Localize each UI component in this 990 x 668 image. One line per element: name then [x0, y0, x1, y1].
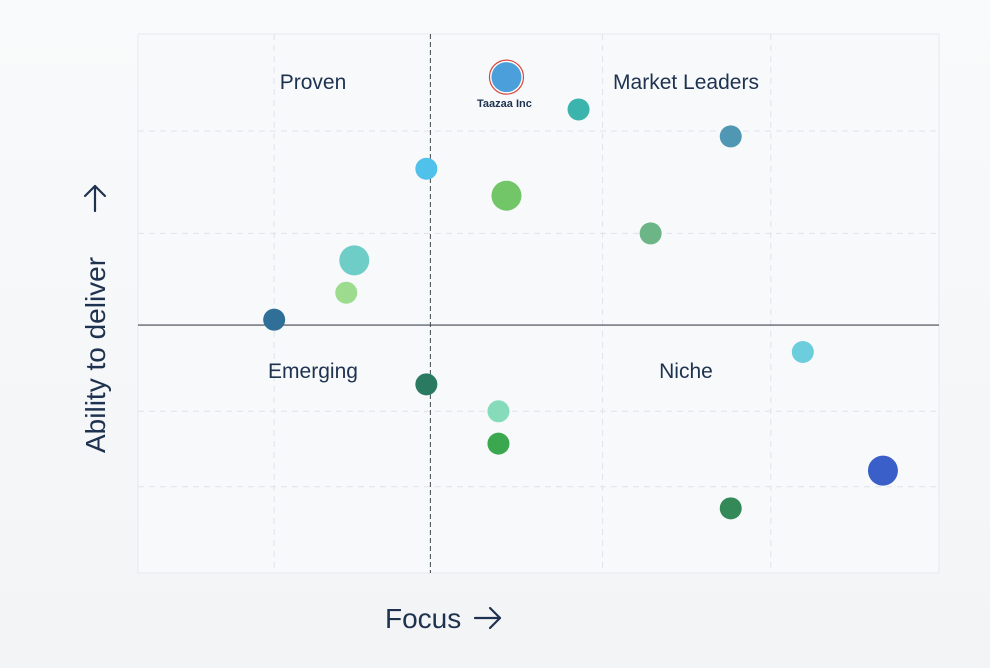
data-point-marker[interactable] — [639, 222, 662, 245]
data-point-marker[interactable] — [487, 432, 510, 455]
data-point-marker[interactable] — [415, 157, 438, 180]
y-axis-title: Ability to deliver — [80, 184, 111, 453]
plot-area — [137, 33, 940, 574]
data-point[interactable] — [567, 98, 590, 121]
data-point-marker[interactable] — [719, 497, 742, 520]
data-point-marker[interactable] — [491, 62, 522, 93]
data-point-highlighted[interactable]: Taazaa Inc — [477, 59, 532, 110]
data-point[interactable] — [487, 432, 510, 455]
data-point-marker[interactable] — [339, 245, 370, 276]
y-axis-label: Ability to deliver — [80, 257, 111, 453]
data-point[interactable] — [867, 455, 898, 486]
quadrant-label-market-leaders: Market Leaders — [613, 71, 759, 94]
data-point-marker[interactable] — [867, 455, 898, 486]
data-point[interactable] — [335, 281, 358, 304]
data-point-marker[interactable] — [415, 373, 438, 396]
data-point-marker[interactable] — [791, 341, 814, 364]
data-point-marker[interactable] — [263, 308, 286, 331]
data-point-marker[interactable] — [487, 400, 510, 423]
data-points: Taazaa Inc — [263, 59, 898, 520]
data-point[interactable] — [487, 400, 510, 423]
quadrant-label-emerging: Emerging — [268, 360, 358, 383]
data-point-marker[interactable] — [335, 281, 358, 304]
data-point[interactable] — [339, 245, 370, 276]
data-point[interactable] — [263, 308, 286, 331]
data-point[interactable] — [491, 180, 522, 211]
data-point-marker[interactable] — [491, 180, 522, 211]
data-point[interactable] — [719, 125, 742, 148]
quadrant-label-proven: Proven — [280, 71, 347, 94]
data-point-marker[interactable] — [719, 125, 742, 148]
data-point-label: Taazaa Inc — [477, 98, 532, 110]
arrow-up-icon — [83, 184, 107, 213]
data-point[interactable] — [415, 373, 438, 396]
x-axis-label: Focus — [385, 603, 461, 634]
data-point-marker[interactable] — [567, 98, 590, 121]
grid-lines — [138, 34, 939, 573]
data-point[interactable] — [719, 497, 742, 520]
x-axis-title: Focus — [385, 603, 502, 634]
arrow-right-icon — [473, 606, 502, 630]
quadrant-label-niche: Niche — [659, 360, 713, 383]
data-point[interactable] — [415, 157, 438, 180]
data-point[interactable] — [791, 341, 814, 364]
data-point[interactable] — [639, 222, 662, 245]
